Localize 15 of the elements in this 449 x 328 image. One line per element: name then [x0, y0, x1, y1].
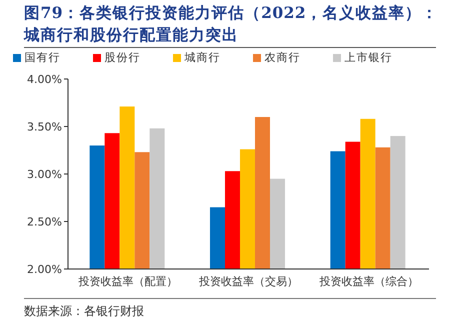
legend-label: 股份行: [104, 51, 140, 64]
legend-label: 上市银行: [344, 51, 392, 64]
y-tick-label: 3.50%: [27, 120, 62, 134]
y-tick-label: 2.50%: [27, 215, 62, 228]
chart-title: 图79：各类银行投资能力评估（2022，名义收益率）：城商行和股份行配置能力突出: [24, 2, 440, 46]
y-tick-label: 2.00%: [27, 262, 62, 276]
x-tick-label: 投资收益率（综合）: [318, 274, 418, 288]
legend-label: 城商行: [184, 51, 220, 64]
y-tick-label: 4.00%: [27, 72, 62, 86]
x-tick-label: 投资收益率（交易）: [198, 274, 298, 288]
legend-label: 农商行: [264, 51, 300, 64]
y-tick-label: 3.00%: [27, 168, 62, 181]
legend-label: 国有行: [24, 51, 60, 64]
source-note: 数据来源：各银行财报: [24, 303, 144, 320]
x-tick-label: 投资收益率（配置）: [78, 274, 178, 288]
